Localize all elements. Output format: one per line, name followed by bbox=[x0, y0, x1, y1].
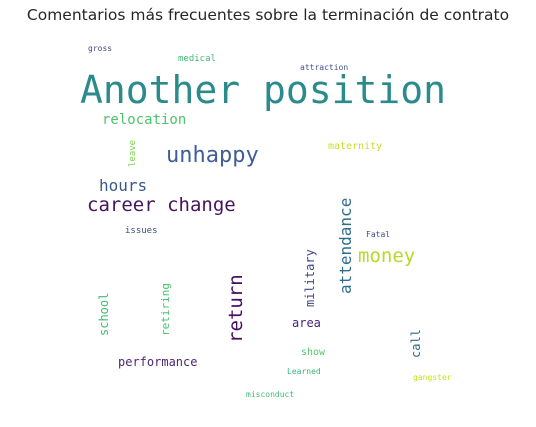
word-show: show bbox=[301, 347, 326, 358]
word-school: school bbox=[97, 293, 111, 336]
word-attraction: attraction bbox=[300, 63, 348, 72]
word-career-change: career change bbox=[87, 194, 236, 216]
word-gross: gross bbox=[88, 44, 112, 53]
word-relocation: relocation bbox=[102, 112, 186, 128]
word-retiring: retiring bbox=[159, 283, 172, 336]
word-return: return bbox=[225, 274, 247, 343]
word-attendance: attendance bbox=[336, 198, 355, 294]
word-medical: medical bbox=[178, 54, 216, 64]
word-money: money bbox=[358, 245, 415, 267]
chart-title: Comentarios más frecuentes sobre la term… bbox=[26, 6, 510, 24]
word-another-position: Another position bbox=[80, 68, 446, 112]
word-maternity: maternity bbox=[328, 141, 382, 152]
word-issues: issues bbox=[125, 226, 158, 236]
word-cloud-words: Another position unhappy career change mone… bbox=[80, 44, 452, 399]
word-military: military bbox=[303, 249, 317, 307]
word-call: call bbox=[409, 329, 423, 358]
word-area: area bbox=[292, 316, 321, 330]
word-fatal: Fatal bbox=[366, 230, 390, 239]
word-learned: Learned bbox=[287, 367, 321, 376]
word-unhappy: unhappy bbox=[166, 143, 259, 168]
word-misconduct: misconduct bbox=[246, 390, 294, 399]
word-performance: performance bbox=[118, 355, 197, 369]
word-gangster: gangster bbox=[413, 373, 452, 382]
word-hours: hours bbox=[99, 176, 147, 195]
word-leave: leave bbox=[128, 140, 138, 167]
